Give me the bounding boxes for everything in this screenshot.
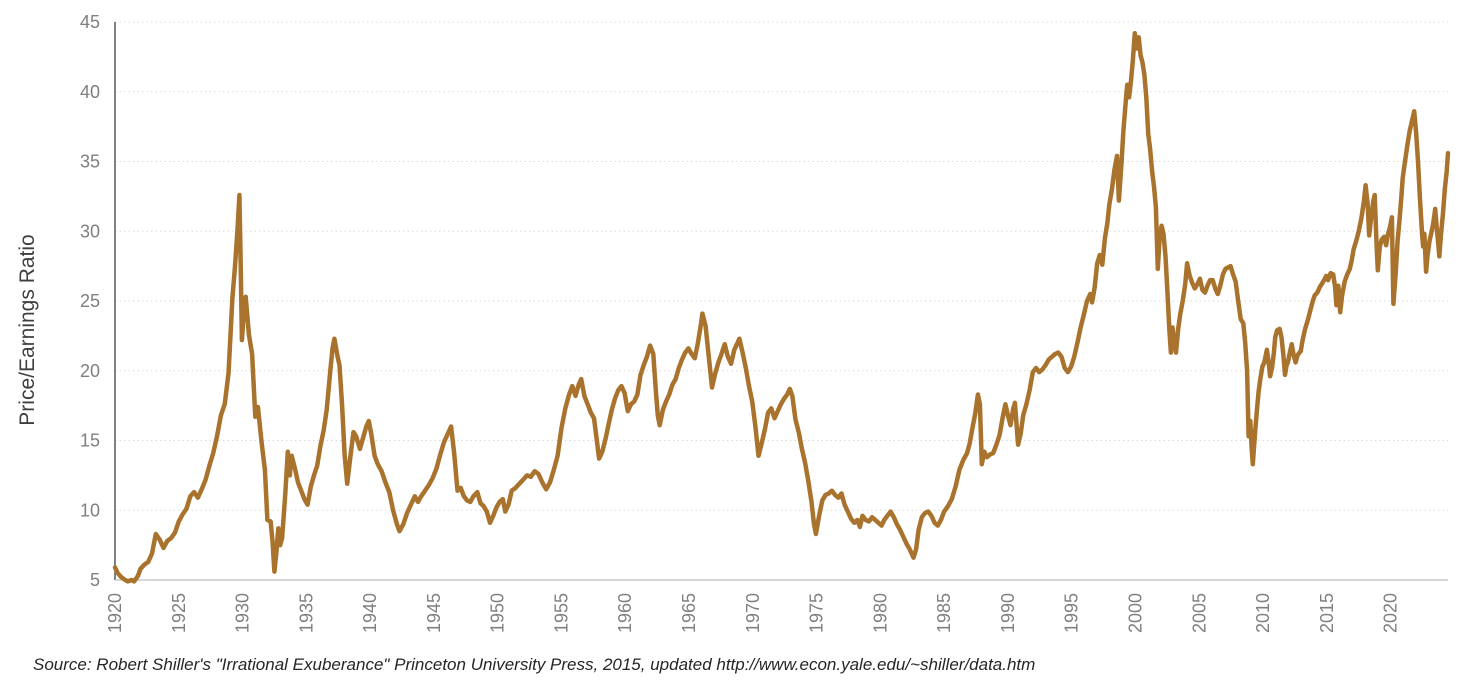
y-tick-label: 30 (80, 221, 100, 241)
x-tick-label: 1985 (934, 593, 954, 633)
x-tick-label: 1940 (360, 593, 380, 633)
y-tick-label: 20 (80, 361, 100, 381)
y-tick-label: 35 (80, 152, 100, 172)
x-tick-label: 1995 (1062, 593, 1082, 633)
x-tick-label: 2020 (1381, 593, 1401, 633)
gridlines (115, 21, 1448, 511)
y-tick-label: 10 (80, 500, 100, 520)
x-tick-label: 2000 (1126, 593, 1146, 633)
x-tick-label: 2010 (1253, 593, 1273, 633)
x-axis-tick-labels: 1920 1925 1930 1935 1940 1945 1950 1955 1960 1965… (105, 593, 1401, 633)
x-tick-label: 1920 (105, 593, 125, 633)
x-tick-label: 2015 (1317, 593, 1337, 633)
source-note: Source: Robert Shiller's "Irrational Exu… (33, 655, 1035, 674)
x-tick-label: 1980 (870, 593, 890, 633)
x-tick-label: 1925 (169, 593, 189, 633)
y-tick-label: 25 (80, 291, 100, 311)
x-tick-label: 1955 (552, 593, 572, 633)
x-tick-label: 1960 (615, 593, 635, 633)
y-tick-label: 45 (80, 12, 100, 32)
y-tick-label: 5 (90, 570, 100, 590)
x-tick-label: 1965 (679, 593, 699, 633)
x-tick-label: 1970 (743, 593, 763, 633)
y-axis-tick-labels: 5 10 15 20 25 30 35 40 45 (80, 12, 100, 590)
x-tick-label: 1950 (488, 593, 508, 633)
x-tick-label: 1930 (233, 593, 253, 633)
x-tick-label: 1990 (998, 593, 1018, 633)
y-tick-label: 15 (80, 431, 100, 451)
x-tick-label: 2005 (1189, 593, 1209, 633)
x-tick-label: 1945 (424, 593, 444, 633)
x-tick-label: 1975 (807, 593, 827, 633)
y-tick-label: 40 (80, 82, 100, 102)
y-axis-title: Price/Earnings Ratio (16, 234, 39, 425)
x-tick-label: 1935 (296, 593, 316, 633)
pe-ratio-line (112, 30, 1451, 584)
